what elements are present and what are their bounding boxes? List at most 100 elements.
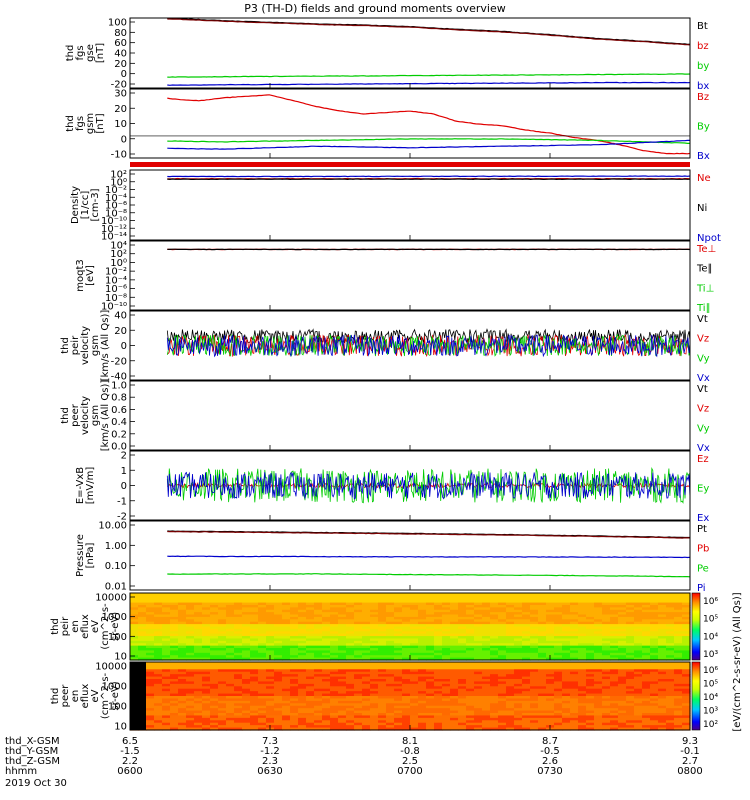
spectrogram-cell	[290, 657, 299, 661]
spectrogram-cell	[202, 621, 211, 625]
spectrogram-cell	[210, 643, 219, 647]
spectrogram-cell	[474, 593, 483, 596]
spectrogram-cell	[674, 688, 683, 692]
spectrogram-cell	[314, 631, 323, 635]
spectrogram-cell	[554, 700, 563, 704]
spectrogram-cell	[434, 691, 443, 695]
spectrogram-cell	[674, 640, 683, 644]
spectrogram-cell	[178, 626, 187, 630]
spectrogram-cell	[178, 640, 187, 644]
spectrogram-cell	[250, 628, 259, 632]
spectrogram-cell	[554, 705, 563, 709]
spectrogram-cell	[202, 713, 211, 717]
spectrogram-cell	[658, 614, 667, 618]
spectrogram-cell	[210, 720, 219, 724]
axis-row-value: 8.7	[542, 736, 558, 747]
y-tick-label: 10⁰	[110, 258, 127, 269]
spectrogram-cell	[290, 698, 299, 702]
spectrogram-cell	[186, 633, 195, 637]
series-bx	[167, 81, 691, 86]
spectrogram-cell	[338, 643, 347, 647]
spectrogram-cell	[402, 643, 411, 647]
spectrogram-cell	[562, 698, 571, 702]
spectrogram-cell	[642, 713, 651, 717]
spectrogram-cell	[642, 621, 651, 625]
spectrogram-cell	[666, 681, 675, 685]
spectrogram-cell	[306, 708, 315, 712]
spectrogram-cell	[434, 669, 443, 673]
spectrogram-cell	[634, 705, 643, 709]
spectrogram-cell	[522, 636, 531, 640]
spectrogram-cell	[282, 657, 291, 661]
spectrogram-cell	[562, 720, 571, 724]
spectrogram-cell	[514, 679, 523, 683]
spectrogram-cell	[618, 593, 627, 596]
spectrogram-cell	[410, 727, 419, 731]
spectrogram-cell	[178, 645, 187, 649]
spectrogram-cell	[634, 619, 643, 623]
y-tick-label: 0.6	[111, 405, 127, 416]
spectrogram-cell	[322, 604, 331, 608]
spectrogram-cell	[618, 612, 627, 616]
spectrogram-cell	[674, 662, 683, 666]
spectrogram-cell	[474, 604, 483, 608]
spectrogram-cell	[186, 595, 195, 599]
spectrogram-cell	[538, 609, 547, 613]
spectrogram-cell	[682, 727, 691, 731]
spectrogram-cell	[146, 612, 155, 616]
spectrogram-cell	[634, 638, 643, 642]
spectrogram-cell	[330, 593, 339, 596]
spectrogram-cell	[226, 600, 235, 604]
spectrogram-cell	[442, 666, 451, 670]
spectrogram-cell	[378, 691, 387, 695]
spectrogram-cell	[274, 609, 283, 613]
spectrogram-cell	[234, 691, 243, 695]
spectrogram-cell	[666, 640, 675, 644]
spectrogram-cell	[290, 705, 299, 709]
spectrogram-cell	[298, 597, 307, 601]
spectrogram-cell	[594, 638, 603, 642]
spectrogram-cell	[250, 621, 259, 625]
spectrogram-cell	[426, 671, 435, 675]
spectrogram-cell	[138, 638, 147, 642]
spectrogram-cell	[474, 602, 483, 606]
spectrogram-cell	[162, 612, 171, 616]
colorbar	[691, 661, 701, 731]
spectrogram-cell	[498, 696, 507, 700]
spectrogram-cell	[402, 676, 411, 680]
legend-Vz: Vz	[697, 334, 709, 345]
spectrogram-cell	[394, 652, 403, 656]
spectrogram-cell	[250, 593, 259, 596]
spectrogram-cell	[242, 713, 251, 717]
spectrogram-cell	[450, 600, 459, 604]
spectrogram-cell	[578, 600, 587, 604]
spectrogram-cell	[562, 645, 571, 649]
spectrogram-cell	[266, 628, 275, 632]
spectrogram-cell	[410, 650, 419, 654]
spectrogram-cell	[370, 600, 379, 604]
spectrogram-cell	[370, 609, 379, 613]
spectrogram-cell	[506, 616, 515, 620]
spectrogram-cell	[354, 669, 363, 673]
spectrogram-cell	[250, 720, 259, 724]
spectrogram-cell	[242, 648, 251, 652]
spectrogram-cell	[282, 696, 291, 700]
spectrogram-cell	[434, 693, 443, 697]
spectrogram-cell	[130, 638, 139, 642]
spectrogram-cell	[450, 652, 459, 656]
spectrogram-cell	[578, 597, 587, 601]
spectrogram-cell	[234, 683, 243, 687]
spectrogram-cell	[434, 621, 443, 625]
spectrogram-cell	[234, 636, 243, 640]
spectrogram-cell	[578, 633, 587, 637]
spectrogram-cell	[442, 640, 451, 644]
spectrogram-cell	[154, 681, 163, 685]
spectrogram-cell	[402, 597, 411, 601]
spectrogram-cell	[562, 636, 571, 640]
spectrogram-cell	[682, 710, 691, 714]
spectrogram-cell	[506, 600, 515, 604]
spectrogram-cell	[466, 621, 475, 625]
spectrogram-cell	[578, 628, 587, 632]
spectrogram-cell	[554, 655, 563, 659]
spectrogram-cell	[538, 612, 547, 616]
